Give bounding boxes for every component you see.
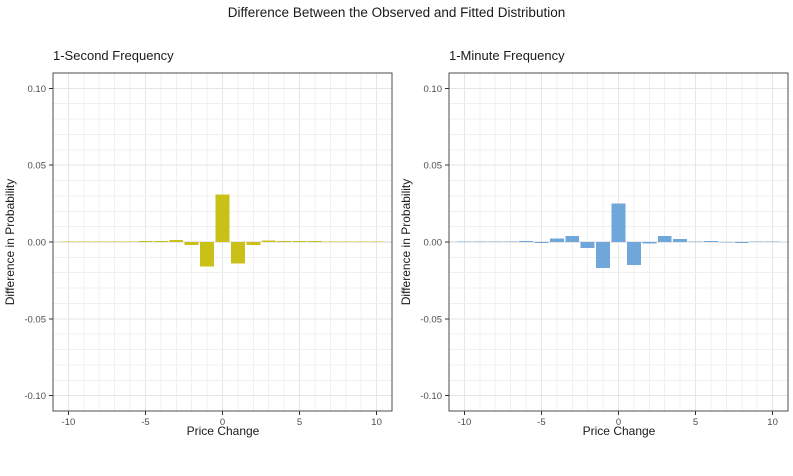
x-tick-label: 10 (767, 417, 778, 428)
bar (750, 241, 765, 242)
y-tick-label: 0.05 (424, 161, 443, 172)
y-axis-label-minute: Difference in Probability (399, 178, 413, 306)
bar (704, 241, 718, 242)
bar (76, 241, 91, 242)
bar (503, 241, 518, 242)
bar (611, 203, 626, 242)
bar (765, 241, 780, 242)
x-tick-label: 0 (616, 417, 621, 428)
bar (230, 242, 245, 264)
bar (565, 235, 580, 242)
tick-labels: -10 -5 0 5 10 0.10 0.05 0.00 -0.05 -0.10 (420, 84, 778, 428)
tick-labels: -10 -5 0 5 10 0.10 0.05 0.00 -0.05 -0.10 (24, 84, 382, 428)
panel-title-minute: 1-Minute Frequency (449, 48, 565, 63)
bar (246, 242, 261, 246)
bar (488, 241, 503, 242)
panel-1: -10 -5 0 5 10 0.10 0.05 0.00 -0.05 -0.10 (420, 72, 789, 428)
x-tick-label: -10 (458, 417, 472, 428)
bar (596, 242, 611, 269)
bar (580, 242, 595, 249)
bar (626, 242, 641, 266)
y-tick-label: -0.10 (24, 391, 46, 402)
x-tick-label: -10 (62, 417, 76, 428)
y-tick-label: -0.05 (420, 314, 442, 325)
x-axis-label-minute: Price Change (582, 424, 656, 438)
y-tick-label: -0.05 (24, 314, 46, 325)
bar (338, 241, 353, 242)
x-tick-label: 10 (371, 417, 382, 428)
bar (657, 235, 672, 242)
bar (673, 238, 688, 242)
y-tick-label: 0.00 (28, 238, 47, 249)
bar (534, 242, 549, 244)
bar (107, 241, 122, 242)
bar (169, 240, 184, 242)
x-tick-label: 0 (220, 417, 225, 428)
axis-ticks (445, 87, 774, 415)
bar (200, 242, 215, 267)
y-axis-label-second: Difference in Probability (3, 178, 17, 306)
bar (261, 240, 276, 242)
bar (457, 241, 472, 242)
x-axis-label-second: Price Change (186, 424, 260, 438)
figure-title: Difference Between the Observed and Fitt… (227, 5, 566, 20)
bar (292, 241, 307, 242)
bar (215, 194, 230, 242)
bar (519, 240, 533, 242)
panel-0: -10 -5 0 5 10 0.10 0.05 0.00 -0.05 -0.10 (24, 72, 393, 428)
bar (354, 241, 369, 242)
bar (138, 241, 153, 242)
y-tick-label: 0.10 (424, 84, 443, 95)
x-tick-label: -5 (141, 417, 149, 428)
x-tick-label: 5 (693, 417, 698, 428)
bar (642, 242, 657, 244)
bar (123, 241, 137, 242)
bar (277, 240, 292, 242)
y-tick-label: -0.10 (420, 391, 442, 402)
bar (688, 241, 703, 242)
bar (549, 238, 564, 242)
bar (734, 242, 749, 243)
bar (369, 241, 384, 242)
bar (153, 240, 168, 242)
bar (92, 241, 107, 242)
x-tick-label: -5 (537, 417, 545, 428)
x-tick-label: 5 (297, 417, 302, 428)
axis-ticks (49, 87, 378, 415)
panel-title-second: 1-Second Frequency (53, 48, 174, 63)
bar (719, 242, 734, 243)
bars (457, 203, 780, 269)
bar (472, 241, 487, 242)
bars (61, 194, 384, 267)
bar (308, 241, 322, 242)
bar (61, 241, 76, 242)
y-tick-label: 0.00 (424, 238, 443, 249)
y-tick-label: 0.10 (28, 84, 47, 95)
bar (184, 242, 199, 246)
bar (323, 241, 338, 242)
y-tick-label: 0.05 (28, 161, 47, 172)
